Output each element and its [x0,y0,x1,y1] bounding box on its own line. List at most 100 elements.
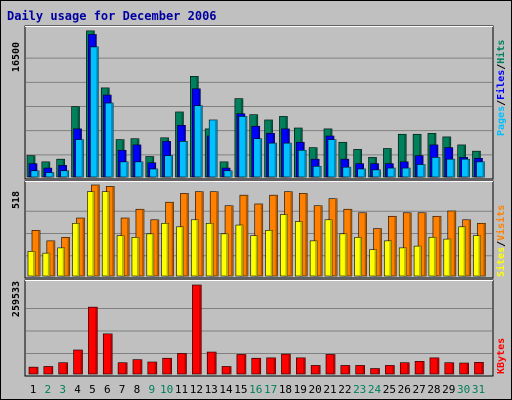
kbytes-bar [444,362,455,375]
legend-visits: Visits [495,205,507,241]
pages-bar [476,161,485,178]
sites-bar [294,221,303,277]
day-label: 9 [148,383,155,396]
pages-bar [446,158,456,178]
sites-bar [161,222,169,277]
visits-bar [402,212,412,277]
kbytes-bar [266,357,276,375]
kbytes-bar [370,368,380,375]
kbytes-bar [385,365,395,375]
day-label: 6 [104,383,111,396]
sites-bar [131,237,140,277]
sites-bar [324,219,333,277]
kbytes-bar [28,366,39,375]
pages-bar [194,105,203,178]
legend-pages: Pages [496,106,507,136]
kbytes-bar [236,354,247,375]
day-label: 22 [338,383,351,396]
day-label: 1 [30,383,37,396]
day-label: 5 [89,383,96,396]
day-label: 3 [59,383,66,396]
day-label: 17 [264,383,277,396]
day-label: 21 [323,383,336,396]
day-label: 23 [353,383,366,396]
kbytes-bar [177,353,187,375]
pages-bar [253,138,263,178]
sites-bar [250,235,259,277]
day-label: 2 [45,383,52,396]
pages-bar [268,142,277,178]
pages-bar [372,169,381,178]
day-label: 7 [119,383,126,396]
pages-bar [297,149,307,178]
legend-kbytes: KBytes [496,338,507,374]
day-label: 12 [190,383,203,396]
kbytes-bar [340,365,351,375]
visits-bar [417,212,427,277]
kbytes-bar [88,306,98,375]
sites-bar [458,226,466,277]
day-label: 4 [74,383,81,396]
legend-sites: Sites [495,247,507,277]
kbytes-bar [295,357,306,375]
day-label: 26 [398,383,411,396]
kbytes-bar [117,362,128,375]
kbytes-bar [355,365,366,375]
kbytes-bar [429,357,440,375]
sites-bar [369,249,377,277]
day-label: 28 [427,383,440,396]
chart-title: Daily usage for December 2006 [7,9,217,23]
legend-hits: Hits [495,40,507,64]
sites-bar [473,235,481,277]
day-label: 18 [279,383,292,396]
kbytes-bar [414,361,425,375]
pages-bar [223,170,233,178]
pages-bar [312,166,322,178]
pages-bar [30,170,40,178]
day-label: 16 [249,383,262,396]
day-label: 31 [472,383,485,396]
kbytes-bar [43,366,54,375]
pages-bar [342,166,352,178]
pages-bar [149,168,159,178]
sites-bar [443,238,452,277]
sites-bar [220,233,229,277]
pages-bar [357,168,367,178]
sites-bar [27,251,36,277]
hits-legend: Pages/Files/Hits [495,40,507,136]
hits-axis-max-label: 16500 [11,42,22,72]
kbytes-bar [162,357,172,375]
pages-bar [327,139,337,178]
sites-bar [354,237,363,277]
pages-bar [164,155,173,178]
pages-bar [60,170,70,178]
kbytes-bar [73,349,83,375]
sites-bar [339,233,348,277]
day-label: 8 [134,383,141,396]
kbytes-bar [281,353,291,375]
day-label: 11 [175,383,188,396]
kbytes-bar [399,362,410,375]
kbytes-bar [251,357,262,375]
sites-bar [101,191,110,277]
sites-bar [413,245,422,277]
sites-bar [42,252,51,277]
sites-bar [116,235,125,277]
sites-bar [428,237,437,277]
pages-bar [179,141,188,178]
kbytes-bar [58,362,69,375]
sites-bar [191,219,199,277]
legend-files: Files [495,70,507,100]
sites-bar [280,214,288,277]
kbytes-axis-max-label: 259533 [11,281,22,317]
pages-bar [238,116,248,178]
kbytes-bar [147,361,158,375]
sites-bar [265,230,273,277]
day-label: 13 [205,383,218,396]
pages-bar [208,119,218,178]
day-label: 19 [294,383,307,396]
kbytes-bar [206,351,217,375]
sites-bar [72,222,80,277]
pages-bar [119,161,129,178]
